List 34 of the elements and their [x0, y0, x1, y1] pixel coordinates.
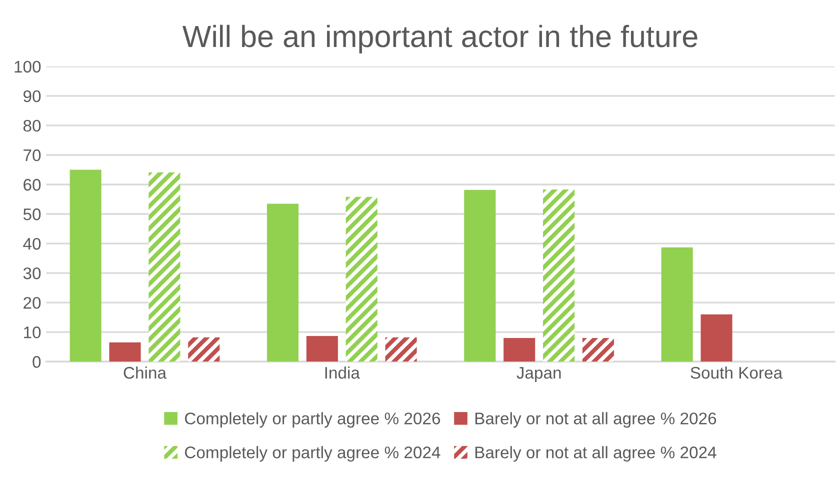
- bar: [188, 337, 220, 362]
- y-tick-label: 100: [14, 60, 41, 73]
- y-tick-label: 40: [23, 238, 41, 250]
- bar: [504, 338, 536, 362]
- chart-title: Will be an important actor in the future: [182, 24, 698, 54]
- bar: [464, 190, 496, 362]
- bar: [385, 337, 417, 362]
- y-tick-label: 30: [23, 267, 41, 280]
- bar: [582, 338, 614, 362]
- bar: [543, 190, 575, 362]
- bar: [109, 342, 141, 362]
- x-tick-label: India: [325, 366, 360, 379]
- y-tick-label: 70: [24, 149, 41, 162]
- y-tick-label: 0: [32, 356, 41, 368]
- y-tick-label: 60: [24, 178, 41, 191]
- x-tick-label: Japan: [516, 367, 561, 382]
- y-tick-label: 80: [23, 120, 41, 132]
- y-tick-label: 10: [24, 326, 41, 338]
- bar: [661, 247, 693, 362]
- legend-label: Barely or not at all agree % 2026: [475, 412, 716, 428]
- legend-label: Barely or not at all agree % 2024: [475, 446, 716, 462]
- bar: [306, 336, 338, 362]
- legend-label: Completely or partly agree % 2026: [184, 412, 440, 428]
- y-tick-label: 50: [23, 208, 41, 220]
- x-tick-label: China: [124, 366, 166, 379]
- legend-label: Completely or partly agree % 2024: [184, 446, 440, 462]
- bar: [346, 196, 378, 362]
- x-tick-label: South Korea: [690, 366, 783, 379]
- y-tick-label: 90: [24, 90, 41, 102]
- bar: [70, 170, 102, 362]
- bar: [266, 204, 299, 362]
- y-tick-label: 20: [24, 296, 41, 309]
- bar: [700, 314, 732, 362]
- bar: [148, 172, 180, 362]
